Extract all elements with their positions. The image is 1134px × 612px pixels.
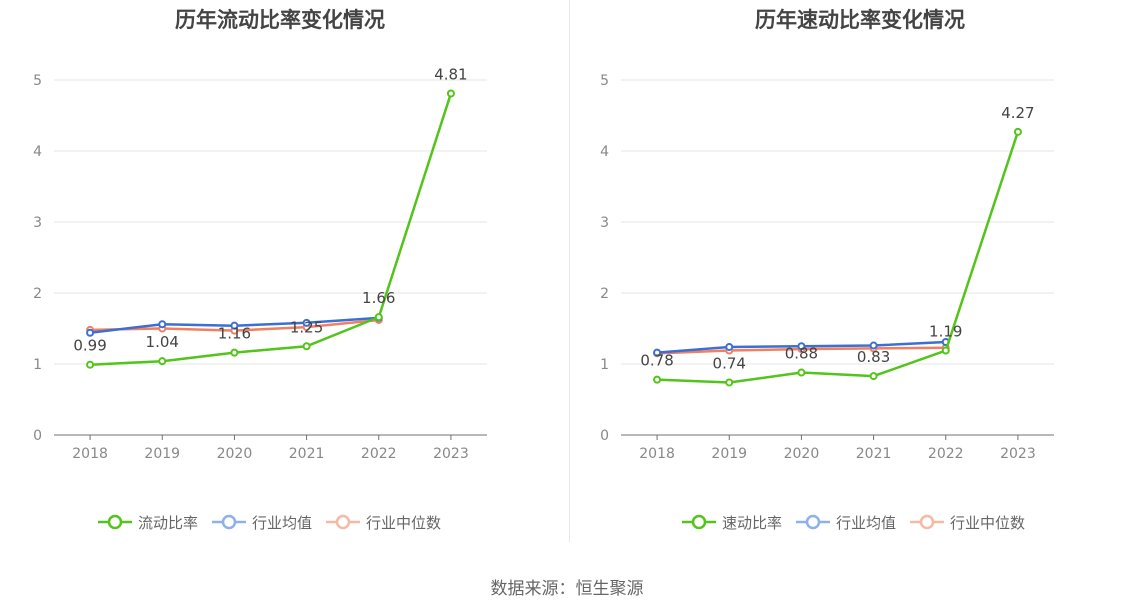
x-tick-label: 2022 <box>928 446 964 462</box>
data-point[interactable] <box>86 328 95 337</box>
x-tick-label: 2018 <box>72 446 108 462</box>
x-tick-label: 2018 <box>639 446 675 462</box>
data-label: 1.19 <box>929 323 962 341</box>
legend-item-quick-ratio[interactable]: 速动比率 <box>682 512 782 533</box>
data-point[interactable] <box>725 378 734 387</box>
y-tick-label: 4 <box>600 144 609 160</box>
legend-label: 速动比率 <box>722 513 783 532</box>
data-point[interactable] <box>869 372 878 381</box>
data-point[interactable] <box>653 375 662 384</box>
y-tick-label: 2 <box>33 286 42 302</box>
x-tick-label: 2020 <box>784 446 820 462</box>
data-point[interactable] <box>797 342 806 351</box>
series-line-0 <box>90 93 453 366</box>
x-tick-label: 2021 <box>856 446 892 462</box>
legend-label: 行业均值 <box>836 513 897 532</box>
data-label: 1.66 <box>362 289 395 307</box>
legend-marker-icon <box>326 514 361 530</box>
x-tick-label: 2019 <box>144 446 180 462</box>
data-point[interactable] <box>446 89 455 98</box>
y-tick-label: 3 <box>600 215 609 231</box>
data-point[interactable] <box>797 368 806 377</box>
y-tick-label: 1 <box>33 357 42 373</box>
data-point[interactable] <box>86 360 95 369</box>
data-label: 0.78 <box>640 352 673 370</box>
legend-item-industry-median[interactable]: 行业中位数 <box>326 512 441 533</box>
data-source: 数据来源：恒生聚源 <box>490 579 644 599</box>
data-point[interactable] <box>158 357 167 366</box>
legend-label: 行业均值 <box>252 513 313 532</box>
data-point[interactable] <box>374 313 383 322</box>
data-label: 1.04 <box>146 333 179 351</box>
x-tick-label: 2019 <box>711 446 747 462</box>
legend-marker-icon <box>682 514 716 530</box>
legend-marker-icon <box>796 514 831 530</box>
data-point[interactable] <box>725 342 734 351</box>
x-tick-label: 2023 <box>1000 446 1036 462</box>
left-legend: 流动比率 行业均值 行业中位数 <box>98 510 441 534</box>
data-label: 0.83 <box>857 348 890 366</box>
y-tick-label: 5 <box>600 73 609 89</box>
data-point[interactable] <box>869 341 878 350</box>
legend-label: 行业中位数 <box>950 513 1026 532</box>
y-tick-label: 2 <box>600 286 609 302</box>
y-tick-label: 3 <box>33 215 42 231</box>
right-legend: 速动比率 行业均值 行业中位数 <box>682 510 1025 534</box>
data-point[interactable] <box>230 348 239 357</box>
x-tick-label: 2022 <box>361 446 397 462</box>
quick-ratio-chart: 0 1 2 3 4 5 2018 2019 2020 2021 2022 2023 0.78 0.74 0.… <box>600 73 1054 462</box>
left-chart-title: 历年流动比率变化情况 <box>175 8 385 32</box>
chart-divider <box>569 0 570 542</box>
data-label: 0.88 <box>785 345 818 363</box>
data-point[interactable] <box>230 321 239 330</box>
data-label: 1.16 <box>218 325 251 343</box>
legend-item-industry-mean[interactable]: 行业均值 <box>796 512 896 533</box>
legend-item-current-ratio[interactable]: 流动比率 <box>98 512 198 533</box>
data-point[interactable] <box>941 346 950 355</box>
right-chart-title: 历年速动比率变化情况 <box>755 8 965 32</box>
legend-marker-icon <box>212 514 247 530</box>
data-point[interactable] <box>158 320 167 329</box>
legend-item-industry-mean[interactable]: 行业均值 <box>212 512 312 533</box>
data-label: 1.25 <box>290 318 323 336</box>
legend-marker-icon <box>910 514 945 530</box>
legend-label: 流动比率 <box>138 513 199 532</box>
legend-marker-icon <box>98 514 132 530</box>
data-label: 0.74 <box>713 354 746 372</box>
data-point[interactable] <box>302 342 311 351</box>
data-point[interactable] <box>302 318 311 327</box>
data-label: 0.99 <box>73 337 106 355</box>
x-tick-label: 2023 <box>433 446 469 462</box>
y-tick-label: 4 <box>33 144 42 160</box>
series-line-0 <box>657 131 1020 384</box>
data-point[interactable] <box>653 348 662 357</box>
data-label: 4.27 <box>1001 104 1034 122</box>
legend-item-industry-median[interactable]: 行业中位数 <box>910 512 1025 533</box>
y-tick-label: 1 <box>600 357 609 373</box>
y-tick-label: 0 <box>600 428 609 444</box>
data-label: 4.81 <box>434 65 467 83</box>
current-ratio-chart: 0 1 2 3 4 5 2018 2019 2020 2021 2022 2023 0.99 1.04 1.… <box>33 65 487 462</box>
x-tick-label: 2021 <box>289 446 325 462</box>
data-point[interactable] <box>1013 127 1022 136</box>
y-tick-label: 0 <box>33 428 42 444</box>
y-tick-label: 5 <box>33 73 42 89</box>
x-tick-label: 2020 <box>217 446 253 462</box>
legend-label: 行业中位数 <box>366 513 442 532</box>
